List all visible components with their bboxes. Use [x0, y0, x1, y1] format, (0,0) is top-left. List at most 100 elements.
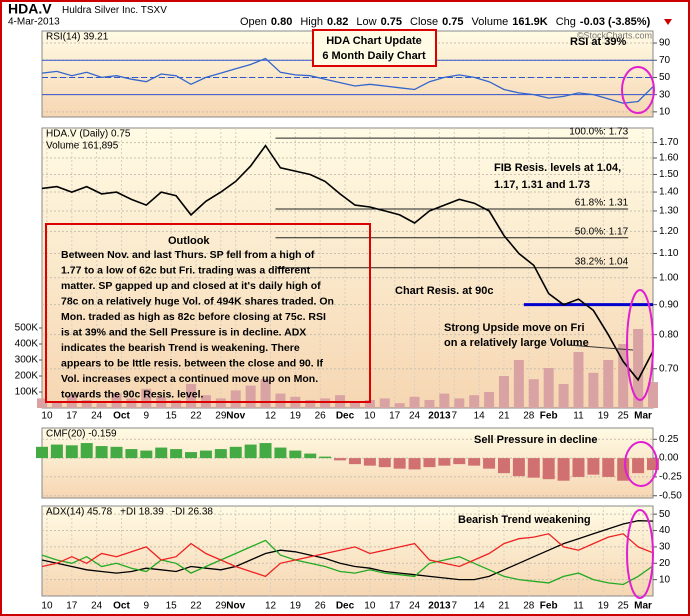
- volume-bar: [439, 393, 450, 408]
- x-tick-label: Feb: [540, 411, 558, 422]
- highlight: [626, 289, 654, 401]
- legend-entry: ADX(14) 45.78: [46, 507, 113, 518]
- volume-bar: [230, 390, 241, 408]
- stat-value: 0.82: [327, 16, 348, 28]
- fib-label: 38.2%: 1.04: [575, 256, 629, 267]
- x-tick-label: 17: [66, 411, 78, 422]
- volume-bar: [171, 400, 182, 408]
- y-tick-label: 1.10: [659, 248, 679, 259]
- y-tick-label: 1.30: [659, 206, 679, 217]
- x-tick-label: 11: [573, 411, 584, 422]
- y-tick-label: 0.70: [659, 363, 679, 374]
- y-tick-label: 1.00: [659, 272, 679, 283]
- y-tick-label: 0.00: [659, 453, 679, 464]
- volume-bar: [81, 400, 92, 408]
- x-tick-label: 15: [166, 411, 178, 422]
- fib-label: 61.8%: 1.31: [575, 198, 629, 209]
- bar: [214, 449, 227, 459]
- bar: [468, 458, 481, 466]
- bar: [378, 458, 391, 468]
- bar: [408, 458, 421, 470]
- x-tick-label: Nov: [226, 411, 245, 422]
- volume-bar: [96, 403, 107, 408]
- x-tick-label: 19: [598, 411, 610, 422]
- upside-note: Strong Upside move on Fri: [444, 322, 585, 334]
- series-line: [41, 57, 654, 104]
- outlook-line: indicates the bearish Trend is weakening…: [61, 342, 300, 354]
- stat-label: High: [300, 16, 323, 28]
- bar: [140, 450, 153, 459]
- x-tick-label: 7: [452, 601, 458, 612]
- sell-note: Sell Pressure in decline: [474, 434, 598, 446]
- y-tick-label: 1.40: [659, 187, 679, 198]
- volume-bar: [186, 384, 197, 408]
- x-tick-label: 10: [41, 601, 53, 612]
- volume-bar: [379, 398, 390, 408]
- stat-label: Open: [240, 16, 267, 28]
- bar: [632, 458, 645, 474]
- volume-bar: [215, 398, 226, 408]
- bar: [438, 458, 451, 466]
- highlight: [624, 441, 658, 487]
- x-tick-label: 24: [409, 411, 421, 422]
- x-tick-label: 11: [573, 601, 584, 612]
- x-tick-label: 12: [265, 411, 277, 422]
- x-tick-label: 29: [215, 601, 227, 612]
- volume-bar: [245, 385, 256, 408]
- bar: [334, 458, 347, 461]
- x-tick-label: 28: [523, 411, 535, 422]
- y-tick-label: 100K: [15, 387, 39, 398]
- volume-bar: [394, 403, 405, 408]
- x-tick-label: 2013: [428, 411, 451, 422]
- bar: [199, 450, 212, 459]
- bar: [557, 458, 570, 481]
- y-tick-label: 50: [659, 509, 671, 520]
- outlook-line: appears to be Ittle resis. between the c…: [61, 357, 324, 369]
- volume-bar: [528, 379, 539, 408]
- x-tick-label: 19: [290, 601, 302, 612]
- panels: 10 30 50 70 90 RSI(14) 39.21 0.70 0.80 0.90 1.00 1…: [15, 30, 682, 612]
- y-tick-label: 70: [659, 55, 671, 66]
- volume-bar: [305, 400, 316, 408]
- y-tick-label: 90: [659, 38, 671, 49]
- y-tick-label: 300K: [15, 355, 39, 366]
- bear-note: Bearish Trend weakening: [458, 514, 591, 526]
- watermark: ©StockCharts.com: [577, 30, 652, 40]
- fib-note: FIB Resis. levels at 1.04,: [494, 162, 621, 174]
- bar: [155, 447, 168, 459]
- bar: [527, 458, 540, 478]
- x-tick-label: 10: [41, 411, 53, 422]
- series-line: [41, 539, 654, 586]
- stat-value: 0.75: [381, 16, 402, 28]
- x-tick-label: 25: [618, 601, 630, 612]
- highlight: [626, 509, 654, 599]
- stats: Open 0.80 High 0.82 Low 0.75 Close 0.75 Volume 16…: [240, 16, 651, 28]
- y-tick-label: 30: [659, 542, 671, 553]
- volume-bar: [588, 372, 599, 408]
- bar: [542, 458, 555, 480]
- x-tick-label: 26: [315, 411, 327, 422]
- x-tick-label: Oct: [113, 411, 130, 422]
- volume-bar: [111, 393, 122, 408]
- bar: [587, 458, 600, 475]
- stat-label: Low: [356, 16, 376, 28]
- panel-background: [41, 505, 654, 597]
- x-tick-label: 19: [290, 411, 302, 422]
- company: Huldra Silver Inc. TSXV: [62, 5, 167, 16]
- outlook-line: 78c on a relatively huge Vol. of 494K sh…: [61, 295, 334, 307]
- x-tick-label: Dec: [336, 411, 355, 422]
- volume-bar: [498, 376, 509, 408]
- symbol: HDA.V: [8, 1, 52, 17]
- volume-bar: [573, 352, 584, 408]
- volume-bar: [126, 398, 137, 408]
- y-tick-label: -0.25: [659, 472, 682, 483]
- bar: [125, 449, 138, 459]
- volume-bar: [37, 398, 47, 408]
- fib-label: 50.0%: 1.17: [575, 226, 629, 237]
- outlook-text: Between Nov. and last Thurs. SP fell fro…: [61, 249, 334, 401]
- bar: [259, 443, 272, 459]
- x-tick-label: 24: [91, 411, 103, 422]
- legend-entry: -DI 26.38: [172, 507, 214, 518]
- update-box: [312, 29, 437, 67]
- stat-value: 0.80: [271, 16, 292, 28]
